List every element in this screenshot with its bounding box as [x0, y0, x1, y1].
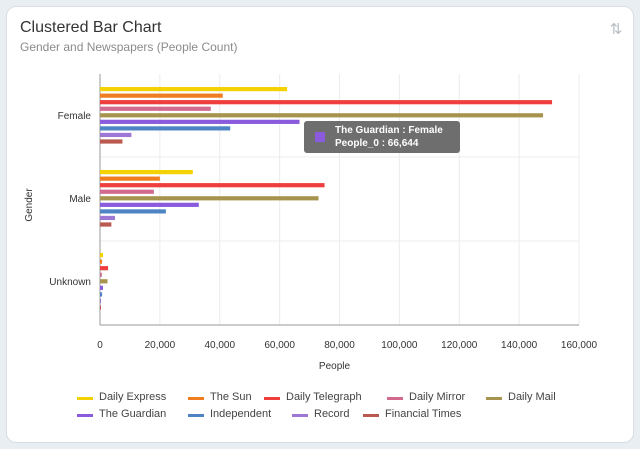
legend-label: Daily Mirror: [409, 391, 466, 403]
x-tick-label: 0: [97, 340, 103, 351]
x-tick-label: 80,000: [324, 340, 355, 351]
legend-swatch: [387, 397, 403, 400]
bar-daily-mail-female: [100, 113, 544, 118]
x-tick-label: 140,000: [501, 340, 538, 351]
bar-financial-times-unknown: [100, 305, 101, 310]
chart-tooltip: The Guardian : Female People_0 : 66,644: [304, 121, 460, 153]
bar-independent-unknown: [100, 292, 103, 297]
y-tick-label: Male: [69, 194, 91, 205]
bar-the-sun-male: [100, 176, 160, 181]
y-tick-label: Female: [58, 111, 92, 122]
legend-label: Daily Express: [99, 391, 167, 403]
chart-subtitle: Gender and Newspapers (People Count): [20, 40, 238, 54]
legend-swatch: [188, 414, 204, 417]
bar-the-guardian-female: [100, 119, 300, 124]
sort-arrows-icon[interactable]: ⇅: [609, 21, 623, 38]
chart-title: Clustered Bar Chart: [20, 19, 162, 36]
legend-label: Daily Mail: [508, 391, 556, 403]
legend-label: Record: [314, 408, 350, 420]
tooltip-swatch: [315, 132, 325, 142]
bar-daily-telegraph-unknown: [100, 266, 109, 271]
bar-daily-mail-male: [100, 196, 319, 201]
bar-independent-male: [100, 209, 166, 214]
x-tick-label: 160,000: [561, 340, 598, 351]
tooltip-line-2: People_0 : 66,644: [335, 138, 419, 149]
bar-daily-telegraph-female: [100, 100, 553, 105]
bar-the-guardian-male: [100, 202, 199, 207]
bar-daily-mail-unknown: [100, 279, 108, 284]
y-axis-title: Gender: [24, 188, 35, 222]
x-tick-label: 20,000: [145, 340, 176, 351]
x-tick-label: 40,000: [204, 340, 235, 351]
bar-the-guardian-unknown: [100, 285, 103, 290]
x-tick-label: 60,000: [264, 340, 295, 351]
bar-daily-mirror-female: [100, 106, 211, 111]
tooltip-line-1: The Guardian : Female: [335, 125, 443, 136]
bar-record-unknown: [100, 298, 101, 304]
bar-daily-telegraph-male: [100, 183, 325, 188]
x-tick-label: 100,000: [381, 340, 418, 351]
legend-swatch: [486, 397, 502, 400]
bar-record-female: [100, 132, 132, 138]
bar-daily-mirror-male: [100, 189, 154, 194]
bar-the-sun-female: [100, 93, 223, 98]
legend-swatch: [77, 397, 93, 400]
bar-daily-express-male: [100, 170, 193, 175]
bar-record-male: [100, 215, 115, 221]
legend-swatch: [188, 397, 204, 400]
x-tick-label: 120,000: [441, 340, 478, 351]
bar-daily-express-unknown: [100, 253, 103, 258]
legend-label: The Guardian: [99, 408, 167, 420]
bar-the-sun-unknown: [100, 259, 103, 264]
legend-label: Daily Telegraph: [286, 391, 362, 403]
legend-label: Independent: [210, 408, 272, 420]
legend-label: The Sun: [210, 391, 252, 403]
legend-swatch: [363, 414, 379, 417]
bar-daily-express-female: [100, 87, 288, 92]
x-axis-title: People: [319, 361, 351, 372]
bar-financial-times-female: [100, 139, 123, 144]
bar-financial-times-male: [100, 222, 112, 227]
y-tick-label: Unknown: [49, 277, 91, 288]
legend-swatch: [292, 414, 308, 417]
bar-independent-female: [100, 126, 231, 131]
legend-swatch: [264, 397, 280, 400]
bar-daily-mirror-unknown: [100, 272, 102, 277]
legend-label: Financial Times: [385, 408, 462, 420]
legend-swatch: [77, 414, 93, 417]
